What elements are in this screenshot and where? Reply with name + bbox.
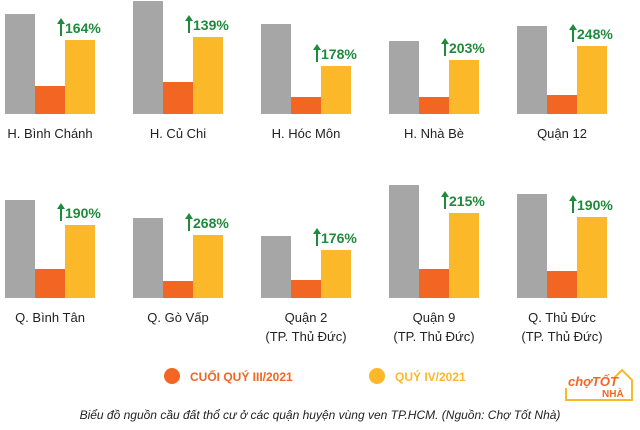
legend-label: CUỐI QUÝ III/2021 (190, 369, 293, 384)
bar-total (261, 236, 291, 298)
bar-total (389, 41, 419, 114)
bar-q3-2021 (291, 280, 321, 298)
growth-percent-label: 215% (449, 193, 485, 209)
chart: 164% H. Bình Chánh 139% H. Củ Chi 178% H. Hóc… (5, 1, 613, 384)
bar-q4-2021 (193, 37, 223, 114)
growth-percent-label: 190% (65, 205, 101, 221)
growth-percent-label: 268% (193, 215, 229, 231)
bar-q4-2021 (65, 40, 95, 114)
bar-q3-2021 (163, 82, 193, 114)
district-label: Quận 9 (413, 310, 456, 325)
district-label: Quận 2 (285, 310, 328, 325)
district-label: H. Bình Chánh (7, 126, 92, 141)
bar-q3-2021 (35, 269, 65, 298)
cho-tot-nha-logo: chợTỐT NHÀ (565, 368, 633, 401)
bar-q3-2021 (547, 271, 577, 298)
bar-total (517, 26, 547, 114)
bar-q3-2021 (419, 269, 449, 298)
district-label: (TP. Thủ Đức) (521, 329, 602, 344)
bar-q4-2021 (449, 60, 479, 114)
bar-total (389, 185, 419, 298)
legend-label: QUÝ IV/2021 (395, 369, 466, 384)
bar-total (261, 24, 291, 114)
bar-total (517, 194, 547, 298)
growth-arrowhead-icon (441, 38, 449, 44)
growth-percent-label: 248% (577, 26, 613, 42)
bar-total (133, 1, 163, 114)
bar-total (5, 200, 35, 298)
bar-q4-2021 (65, 225, 95, 298)
bar-q4-2021 (321, 66, 351, 114)
district-label: Q. Bình Tân (15, 310, 85, 325)
growth-arrowhead-icon (569, 195, 577, 201)
bar-q4-2021 (577, 217, 607, 298)
growth-arrowhead-icon (57, 18, 65, 24)
growth-percent-label: 139% (193, 17, 229, 33)
bar-q3-2021 (291, 97, 321, 114)
svg-text:NHÀ: NHÀ (602, 387, 624, 400)
growth-percent-label: 164% (65, 20, 101, 36)
legend-marker-icon (369, 368, 385, 384)
bar-q3-2021 (35, 86, 65, 114)
bar-q4-2021 (321, 250, 351, 298)
growth-arrowhead-icon (441, 191, 449, 197)
growth-arrowhead-icon (185, 15, 193, 21)
bar-q4-2021 (577, 46, 607, 114)
bar-total (5, 14, 35, 114)
chart-caption: Biểu đồ nguồn cầu đất thổ cư ở các quận … (79, 408, 561, 422)
district-label: Q. Thủ Đức (528, 310, 596, 325)
growth-percent-label: 203% (449, 40, 485, 56)
bar-q3-2021 (419, 97, 449, 114)
bar-q4-2021 (449, 213, 479, 298)
growth-arrowhead-icon (313, 44, 321, 50)
growth-percent-label: 190% (577, 197, 613, 213)
district-label: H. Nhà Bè (404, 126, 464, 141)
growth-percent-label: 178% (321, 46, 357, 62)
growth-arrowhead-icon (313, 228, 321, 234)
district-label: (TP. Thủ Đức) (393, 329, 474, 344)
bar-q3-2021 (547, 95, 577, 114)
district-label: H. Củ Chi (150, 126, 206, 141)
bar-q3-2021 (163, 281, 193, 298)
district-label: Q. Gò Vấp (147, 310, 208, 325)
svg-text:chợTỐT: chợTỐT (568, 374, 619, 389)
bar-total (133, 218, 163, 298)
growth-arrowhead-icon (569, 24, 577, 30)
district-label: H. Hóc Môn (272, 126, 341, 141)
bar-q4-2021 (193, 235, 223, 298)
growth-arrowhead-icon (185, 213, 193, 219)
district-label: (TP. Thủ Đức) (265, 329, 346, 344)
growth-arrowhead-icon (57, 203, 65, 209)
growth-percent-label: 176% (321, 230, 357, 246)
legend-marker-icon (164, 368, 180, 384)
district-label: Quận 12 (537, 126, 587, 141)
